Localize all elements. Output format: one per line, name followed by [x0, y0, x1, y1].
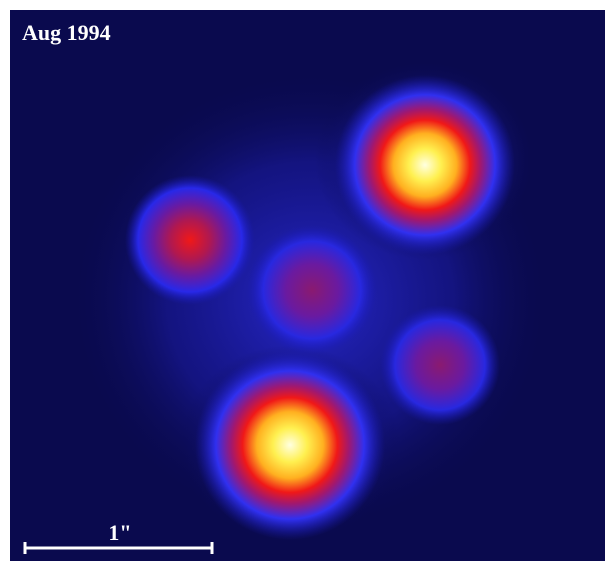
- source-blob: [335, 75, 515, 255]
- date-label: Aug 1994: [22, 20, 111, 45]
- image-view: Aug 1994 1": [0, 0, 605, 571]
- source-blob: [247, 225, 377, 355]
- source-blob: [380, 305, 500, 425]
- source-blob: [195, 350, 385, 540]
- scale-label: 1": [108, 520, 131, 545]
- source-blob: [125, 175, 255, 305]
- page: Aug 1994 1" (() => { const data = JSON.p…: [0, 0, 605, 571]
